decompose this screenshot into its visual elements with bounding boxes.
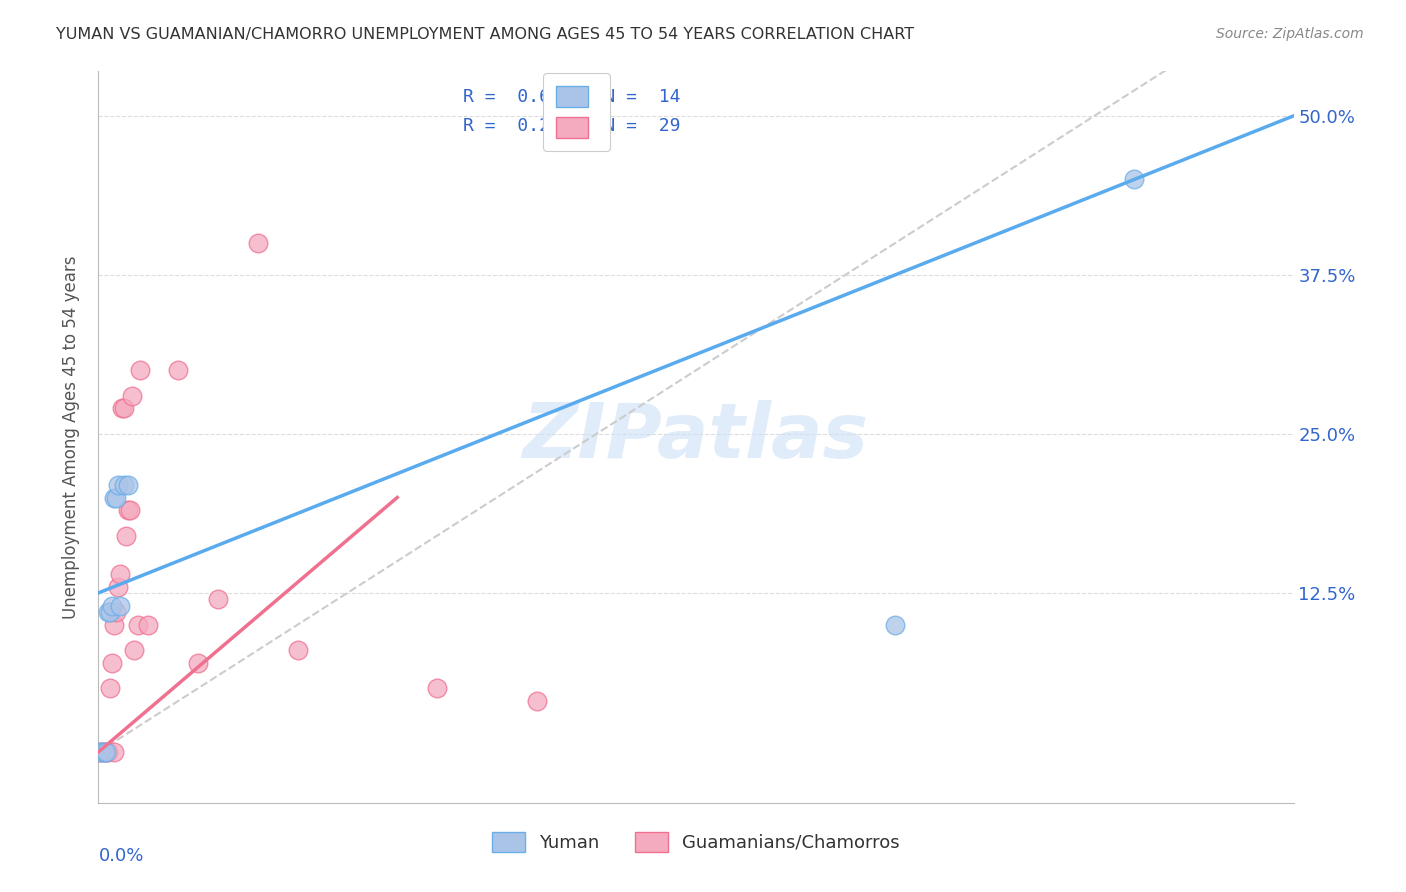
Y-axis label: Unemployment Among Ages 45 to 54 years: Unemployment Among Ages 45 to 54 years [62,255,80,619]
Point [112,401,135,416]
Point [110,566,132,581]
Point [287,643,309,657]
Point [246,236,269,251]
Point [167,363,190,377]
Point [107,477,129,491]
Point [93,745,115,759]
Point [91,745,114,759]
Point [101,656,124,670]
Point [207,592,229,607]
Point [127,617,149,632]
Point [121,389,143,403]
Point [426,681,449,696]
Point [884,617,907,632]
Point [98,605,122,619]
Point [526,694,548,708]
Point [103,491,125,505]
Point [112,477,135,491]
Point [1123,172,1146,186]
Point [101,599,124,613]
Point [117,503,139,517]
Text: R =  0.297   N =  29: R = 0.297 N = 29 [463,117,681,136]
Text: R =  0.671   N =  14: R = 0.671 N = 14 [463,88,681,106]
Point [136,617,159,632]
Point [103,617,125,632]
Point [105,605,128,619]
Point [89,745,111,759]
Text: ZIPatlas: ZIPatlas [523,401,869,474]
Point [129,363,152,377]
Point [110,599,132,613]
Point [111,401,134,416]
Point [117,477,139,491]
Point [98,681,122,696]
Text: 0.0%: 0.0% [98,847,143,864]
Point [96,745,118,759]
Point [96,745,118,759]
Point [115,529,138,543]
Point [107,580,129,594]
Text: YUMAN VS GUAMANIAN/CHAMORRO UNEMPLOYMENT AMONG AGES 45 TO 54 YEARS CORRELATION C: YUMAN VS GUAMANIAN/CHAMORRO UNEMPLOYMENT… [56,27,914,42]
Point [103,745,125,759]
Point [105,491,128,505]
Point [89,745,111,759]
Text: Source: ZipAtlas.com: Source: ZipAtlas.com [1216,27,1364,41]
Point [187,656,209,670]
Point [124,643,146,657]
Point [93,745,115,759]
Point [120,503,142,517]
Point [97,745,120,759]
Point [97,605,120,619]
Legend: Yuman, Guamanians/Chamorros: Yuman, Guamanians/Chamorros [485,824,907,860]
